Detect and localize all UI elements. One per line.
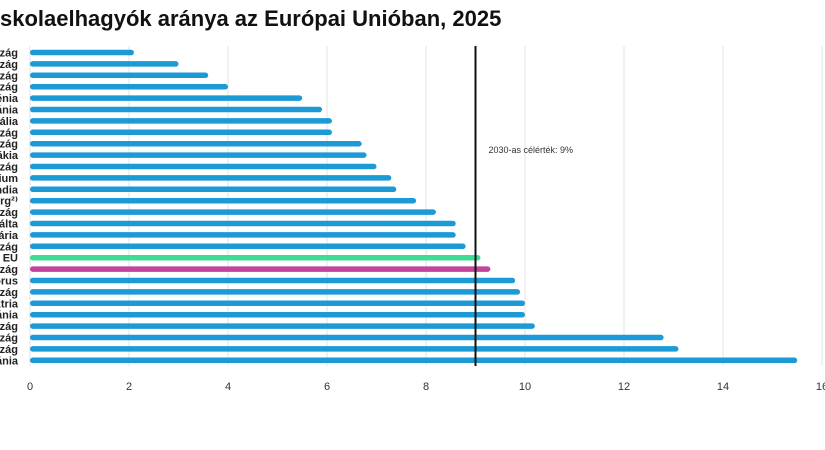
bar xyxy=(30,186,397,193)
category-label: zág xyxy=(0,48,18,60)
category-labels: zágzágzágzágéniaániaáliazágzágákiazágium… xyxy=(0,48,19,368)
category-label: ária xyxy=(0,230,19,242)
category-label: ákia xyxy=(0,150,19,162)
category-label: ndia xyxy=(0,184,19,196)
category-label: zág xyxy=(0,241,18,253)
category-label: ánia xyxy=(0,355,19,367)
x-tick-label: 4 xyxy=(225,381,231,393)
bar xyxy=(30,197,417,204)
bar xyxy=(30,243,466,250)
x-tick-label: 8 xyxy=(423,381,429,393)
bar xyxy=(30,209,436,215)
category-label: zág xyxy=(0,139,18,151)
x-tick-label: 0 xyxy=(27,381,33,393)
bar xyxy=(30,175,392,181)
bar xyxy=(30,277,516,284)
category-label: ánia xyxy=(0,310,19,322)
category-label: EU xyxy=(3,253,18,265)
x-tick-label: 2 xyxy=(126,381,132,393)
category-label: ánia xyxy=(0,105,19,117)
bar xyxy=(30,346,679,352)
x-tick-label: 14 xyxy=(717,381,729,393)
bar xyxy=(30,266,491,272)
category-label: álta xyxy=(0,219,19,231)
target-marker: 2030-as célérték: 9% xyxy=(474,46,574,366)
x-axis-ticks: 0 2 4 6 8 10 12 14 16 xyxy=(27,381,825,393)
bar xyxy=(30,300,525,307)
target-label: 2030-as célérték: 9% xyxy=(489,145,574,155)
bar xyxy=(30,61,179,67)
bar xyxy=(30,232,456,238)
bar xyxy=(30,152,367,158)
bar xyxy=(30,129,332,136)
bar xyxy=(30,106,323,113)
bar xyxy=(30,140,362,147)
category-label: zág xyxy=(0,162,18,174)
chart-title: skolaelhagyók aránya az Európai Unióban,… xyxy=(0,6,502,31)
category-label: zág xyxy=(0,333,18,345)
category-label: rg²⁾ xyxy=(0,196,18,208)
bar xyxy=(30,323,535,329)
category-label: zág xyxy=(0,264,18,276)
category-label: ália xyxy=(0,116,19,128)
category-label: zág xyxy=(0,287,18,299)
bar xyxy=(30,163,377,170)
category-label: zág xyxy=(0,59,18,71)
category-label: zág xyxy=(0,82,18,94)
bar xyxy=(30,118,332,124)
bars xyxy=(30,49,798,364)
x-tick-label: 16 xyxy=(816,381,825,393)
x-tick-label: 10 xyxy=(519,381,531,393)
category-label: ztria xyxy=(0,298,19,310)
bar xyxy=(30,49,134,56)
category-label: zág xyxy=(0,207,18,219)
x-tick-label: 12 xyxy=(618,381,630,393)
category-label: énia xyxy=(0,93,19,105)
bar xyxy=(30,289,521,295)
bar xyxy=(30,254,481,261)
x-tick-label: 6 xyxy=(324,381,330,393)
bar xyxy=(30,357,798,364)
bar xyxy=(30,72,209,79)
category-label: zág xyxy=(0,344,18,356)
category-label: zág xyxy=(0,127,18,139)
bar xyxy=(30,311,525,318)
category-label: orus xyxy=(0,276,18,288)
bar xyxy=(30,95,303,101)
gridlines xyxy=(29,46,823,366)
bar xyxy=(30,83,228,90)
category-label: ium xyxy=(0,173,18,185)
bar xyxy=(30,220,456,227)
category-label: zág xyxy=(0,70,18,82)
bar xyxy=(30,334,664,341)
category-label: zág xyxy=(0,321,18,333)
